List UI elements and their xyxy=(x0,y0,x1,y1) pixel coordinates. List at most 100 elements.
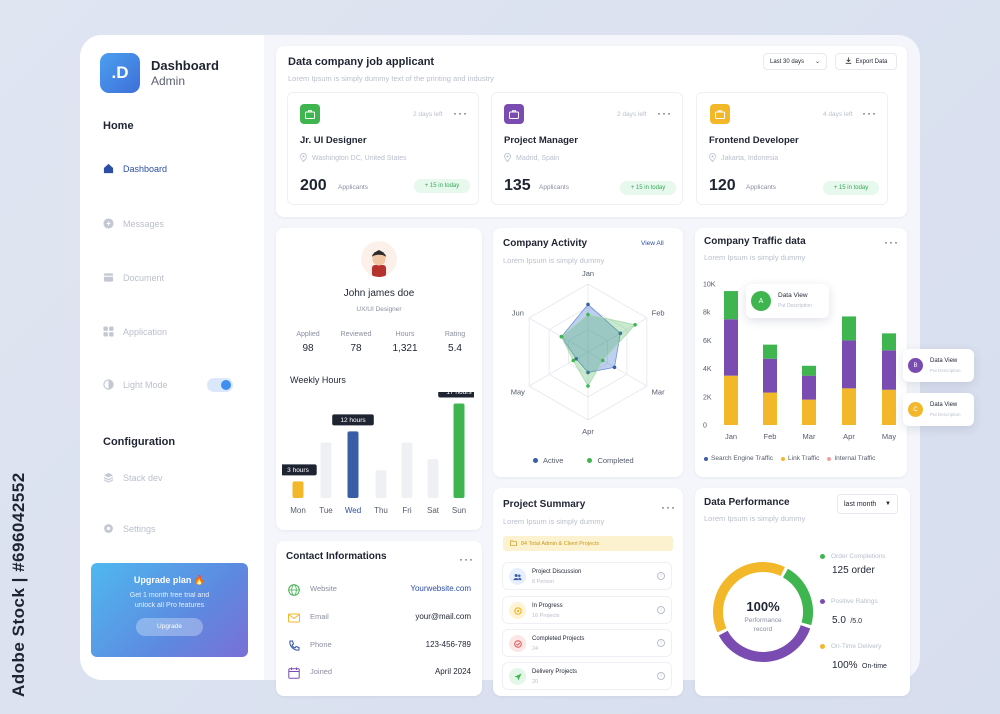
job-location-text: Madrid, Spain xyxy=(516,155,560,162)
job-days-left: 4 days left xyxy=(823,111,853,118)
activity-title: Company Activity xyxy=(503,238,588,249)
bar-segment-apr xyxy=(842,340,856,389)
summary-item-completed[interactable]: Completed Projects 24 i xyxy=(502,629,672,657)
applicant-count: 200 xyxy=(300,177,327,194)
joined-value: April 2024 xyxy=(434,667,471,676)
data-view-card-b[interactable]: B Data View Put Description xyxy=(903,349,974,382)
globe-icon xyxy=(288,583,300,601)
x-tick-label: Mar xyxy=(803,432,816,441)
bar-segment-may xyxy=(882,333,896,351)
radar-chart: Jan Feb Mar Apr May Jun xyxy=(511,269,665,436)
bar-segment-feb xyxy=(763,344,777,359)
badge-letter: B xyxy=(913,362,918,369)
applicant-count: 135 xyxy=(504,177,531,194)
upgrade-button[interactable]: Upgrade xyxy=(136,618,203,636)
side-card-sub: Put Description xyxy=(930,412,961,417)
bar-segment-may xyxy=(882,389,896,425)
job-card[interactable] xyxy=(491,92,683,205)
tooltip-label: 12 hours xyxy=(340,417,366,424)
info-icon[interactable]: i xyxy=(657,606,665,614)
sidebar-item-settings[interactable]: Settings xyxy=(103,523,156,534)
stat-value: 78 xyxy=(350,343,362,354)
job-card[interactable] xyxy=(696,92,888,205)
more-icon[interactable]: ··· xyxy=(884,235,899,249)
section-home-title: Home xyxy=(103,120,134,132)
bar-wed xyxy=(347,431,359,498)
more-icon[interactable]: ··· xyxy=(459,552,474,566)
stat-label: Rating xyxy=(444,331,466,338)
website-link[interactable]: Yourwebsite.com xyxy=(410,584,471,593)
job-location-text: Washington DC, United States xyxy=(312,155,407,162)
more-icon[interactable]: ··· xyxy=(453,106,468,120)
avatar xyxy=(361,241,397,277)
stat-value: 1,321 xyxy=(392,343,418,354)
job-location-text: Jakarta, Indonesia xyxy=(721,155,779,162)
sidebar-item-messages[interactable]: Messages xyxy=(103,218,164,229)
export-button[interactable]: Export Data xyxy=(835,53,897,70)
upgrade-text-1: Get 1 month free trial and xyxy=(129,592,210,599)
applicant-label: Applicants xyxy=(746,184,776,191)
email-value[interactable]: your@mail.com xyxy=(415,612,471,621)
contact-card xyxy=(276,541,482,696)
letter-badge: B xyxy=(908,358,923,373)
jobs-card xyxy=(276,46,907,217)
radar-point xyxy=(586,312,590,317)
metric-order-completions: Order Completions 125 order xyxy=(820,553,886,576)
metric-value: 125 order xyxy=(832,565,875,576)
bar-fri xyxy=(401,442,413,498)
profile-name: John james doe xyxy=(343,288,415,299)
home-icon xyxy=(103,163,114,174)
bar-segment-apr xyxy=(842,388,856,425)
location-pin-icon xyxy=(504,153,511,164)
contact-row-joined: Joined April 2024 xyxy=(288,665,471,679)
info-icon[interactable]: i xyxy=(657,639,665,647)
more-icon[interactable]: ··· xyxy=(862,106,877,120)
applicant-label: Applicants xyxy=(539,184,569,191)
info-icon[interactable]: i xyxy=(657,572,665,580)
job-card[interactable] xyxy=(287,92,479,205)
today-badge: + 15 in today xyxy=(620,181,676,195)
y-tick-label: 10K xyxy=(703,282,716,289)
metric-dot xyxy=(820,599,825,604)
performance-period-select[interactable]: last month ▼ xyxy=(837,494,898,514)
contact-label: Joined xyxy=(310,667,333,676)
day-label: Fri xyxy=(402,506,412,515)
radar-point xyxy=(559,334,564,339)
summary-item-delivery[interactable]: Delivery Projects 20 i xyxy=(502,662,672,690)
more-icon[interactable]: ··· xyxy=(657,106,672,120)
info-icon[interactable]: i xyxy=(657,672,665,680)
light-mode-toggle[interactable] xyxy=(207,378,233,392)
legend-label: Active xyxy=(543,456,564,465)
period-select-value: Last 30 days xyxy=(770,58,805,65)
popup-title: Data View xyxy=(778,292,808,299)
radar-point xyxy=(586,370,590,375)
legend-label: Search Engine Traffic xyxy=(711,455,774,462)
folder-icon xyxy=(510,540,517,548)
metric-suffix: On-time xyxy=(862,663,887,670)
bar-tue xyxy=(320,442,332,498)
contact-row-website: Website Yourwebsite.com xyxy=(288,582,471,596)
stat-reviewed: Reviewed 78 xyxy=(336,331,376,354)
side-card-sub: Put Description xyxy=(930,368,961,373)
today-badge: + 15 in today xyxy=(823,181,879,195)
today-badge: + 15 in today xyxy=(414,179,470,193)
radar-point xyxy=(586,302,590,307)
contact-title: Contact Informations xyxy=(286,551,387,562)
donut-slice-2 xyxy=(718,624,811,662)
sidebar-item-application[interactable]: Application xyxy=(103,326,167,337)
activity-view-all[interactable]: View All xyxy=(641,240,664,247)
upgrade-card: Upgrade plan 🔥 Get 1 month free trial an… xyxy=(91,563,248,657)
job-location: Washington DC, United States xyxy=(300,153,407,164)
summary-item-in-progress[interactable]: In Progress 16 Projects i xyxy=(502,596,672,624)
data-view-popup[interactable]: A Data View Put Description xyxy=(746,284,829,318)
data-view-card-c[interactable]: C Data View Put Description xyxy=(903,393,974,426)
period-select[interactable]: Last 30 days ⌄ xyxy=(763,53,827,70)
sidebar-item-stack-dev[interactable]: Stack dev xyxy=(103,472,163,483)
sidebar-item-document[interactable]: Document xyxy=(103,272,164,283)
sidebar-item-dashboard[interactable]: Dashboard xyxy=(103,163,167,174)
bar-sat xyxy=(427,459,439,498)
briefcase-icon xyxy=(504,104,524,124)
bar-segment-jan xyxy=(724,291,738,320)
more-icon[interactable]: ··· xyxy=(661,500,676,514)
summary-item-discussion[interactable]: Project Discussion 8 Person i xyxy=(502,562,672,590)
